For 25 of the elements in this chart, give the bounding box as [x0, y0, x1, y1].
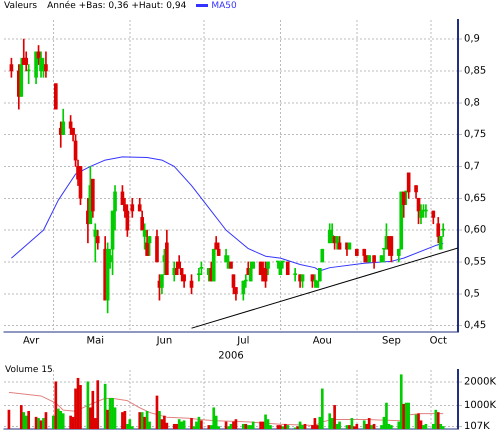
- y-tick-label: 107K: [464, 421, 490, 432]
- y-tick-label: 0,9: [464, 34, 480, 45]
- y-tick-label: 0,75: [464, 129, 486, 140]
- x-tick-label: Jun: [156, 336, 172, 347]
- x-tick-label: Avr: [22, 336, 40, 347]
- x-tick-label: Aou: [312, 336, 332, 347]
- y-tick-label: 0,45: [464, 320, 486, 332]
- y-tick-label: 1000K: [464, 400, 496, 411]
- chart-title: Valeurs: [4, 0, 38, 12]
- x-axis-title: 2006: [218, 350, 244, 362]
- y-tick-label: 0,65: [464, 192, 486, 204]
- y-tick-label: 0,7: [464, 161, 480, 172]
- chart-subtitle: Année +Bas: 0,36 +Haut: 0,94: [47, 0, 186, 12]
- y-tick-label: 2000K: [464, 376, 496, 388]
- y-tick-label: 0,85: [464, 66, 486, 77]
- y-tick-label: 0,5: [464, 288, 480, 300]
- y-tick-label: 0,60: [464, 224, 486, 236]
- legend-label: MA50: [210, 0, 237, 12]
- y-tick-label: 0,55: [464, 256, 486, 268]
- y-tick-label: 0,8: [464, 97, 480, 108]
- x-tick-label: Oct: [430, 336, 447, 347]
- x-tick-label: Mai: [86, 336, 104, 347]
- x-tick-label: Sep: [382, 336, 401, 347]
- chart-title: Volume 15: [5, 365, 53, 375]
- x-tick-label: Jul: [236, 336, 250, 347]
